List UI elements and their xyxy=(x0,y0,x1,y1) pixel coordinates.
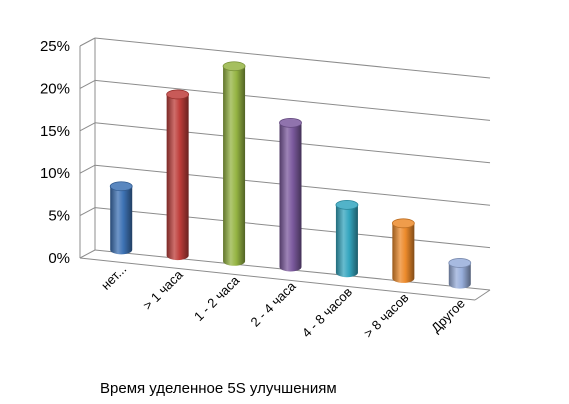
y-tick-label: 15% xyxy=(40,123,70,140)
bar-cylinder-top xyxy=(391,218,415,229)
bar-cylinder-body xyxy=(335,204,358,278)
x-category-label: > 8 часов xyxy=(361,290,412,341)
bar-cylinder-top xyxy=(279,117,302,128)
y-axis-ticks: 0% 5% 10% 15% 20% 25% xyxy=(40,38,70,267)
bar-cylinder-top xyxy=(448,258,472,268)
y-tick-label: 20% xyxy=(40,80,70,97)
bar-cylinder-top xyxy=(335,199,359,210)
bar-cylinder-top xyxy=(166,89,190,100)
x-category-label: 2 - 4 часа xyxy=(247,278,299,330)
x-category-label: 1 - 2 часа xyxy=(191,272,243,324)
y-tick-label: 10% xyxy=(40,165,70,182)
bar-cylinder-body xyxy=(448,262,471,289)
bar-cylinder-top xyxy=(222,61,246,72)
bar-cylinder-body xyxy=(166,94,189,261)
x-category-label: > 1 часа xyxy=(140,267,186,313)
bar-cylinder-body xyxy=(392,223,415,283)
y-tick-label: 5% xyxy=(48,208,70,225)
x-category-label: нет... xyxy=(98,261,129,292)
y-tick-label: 25% xyxy=(40,38,70,55)
x-category-label: 4 - 8 часов xyxy=(299,284,355,340)
bar-cylinder-body xyxy=(110,186,133,255)
bar-cylinder-body xyxy=(223,66,246,266)
bar-cylinder-body xyxy=(279,122,302,272)
x-axis-title: Время уделенное 5S улучшениям xyxy=(100,380,337,397)
chart-bars xyxy=(109,61,472,289)
x-category-label: Другое xyxy=(428,296,468,336)
y-tick-label: 0% xyxy=(48,250,70,267)
bar-cylinder-top xyxy=(109,181,133,192)
